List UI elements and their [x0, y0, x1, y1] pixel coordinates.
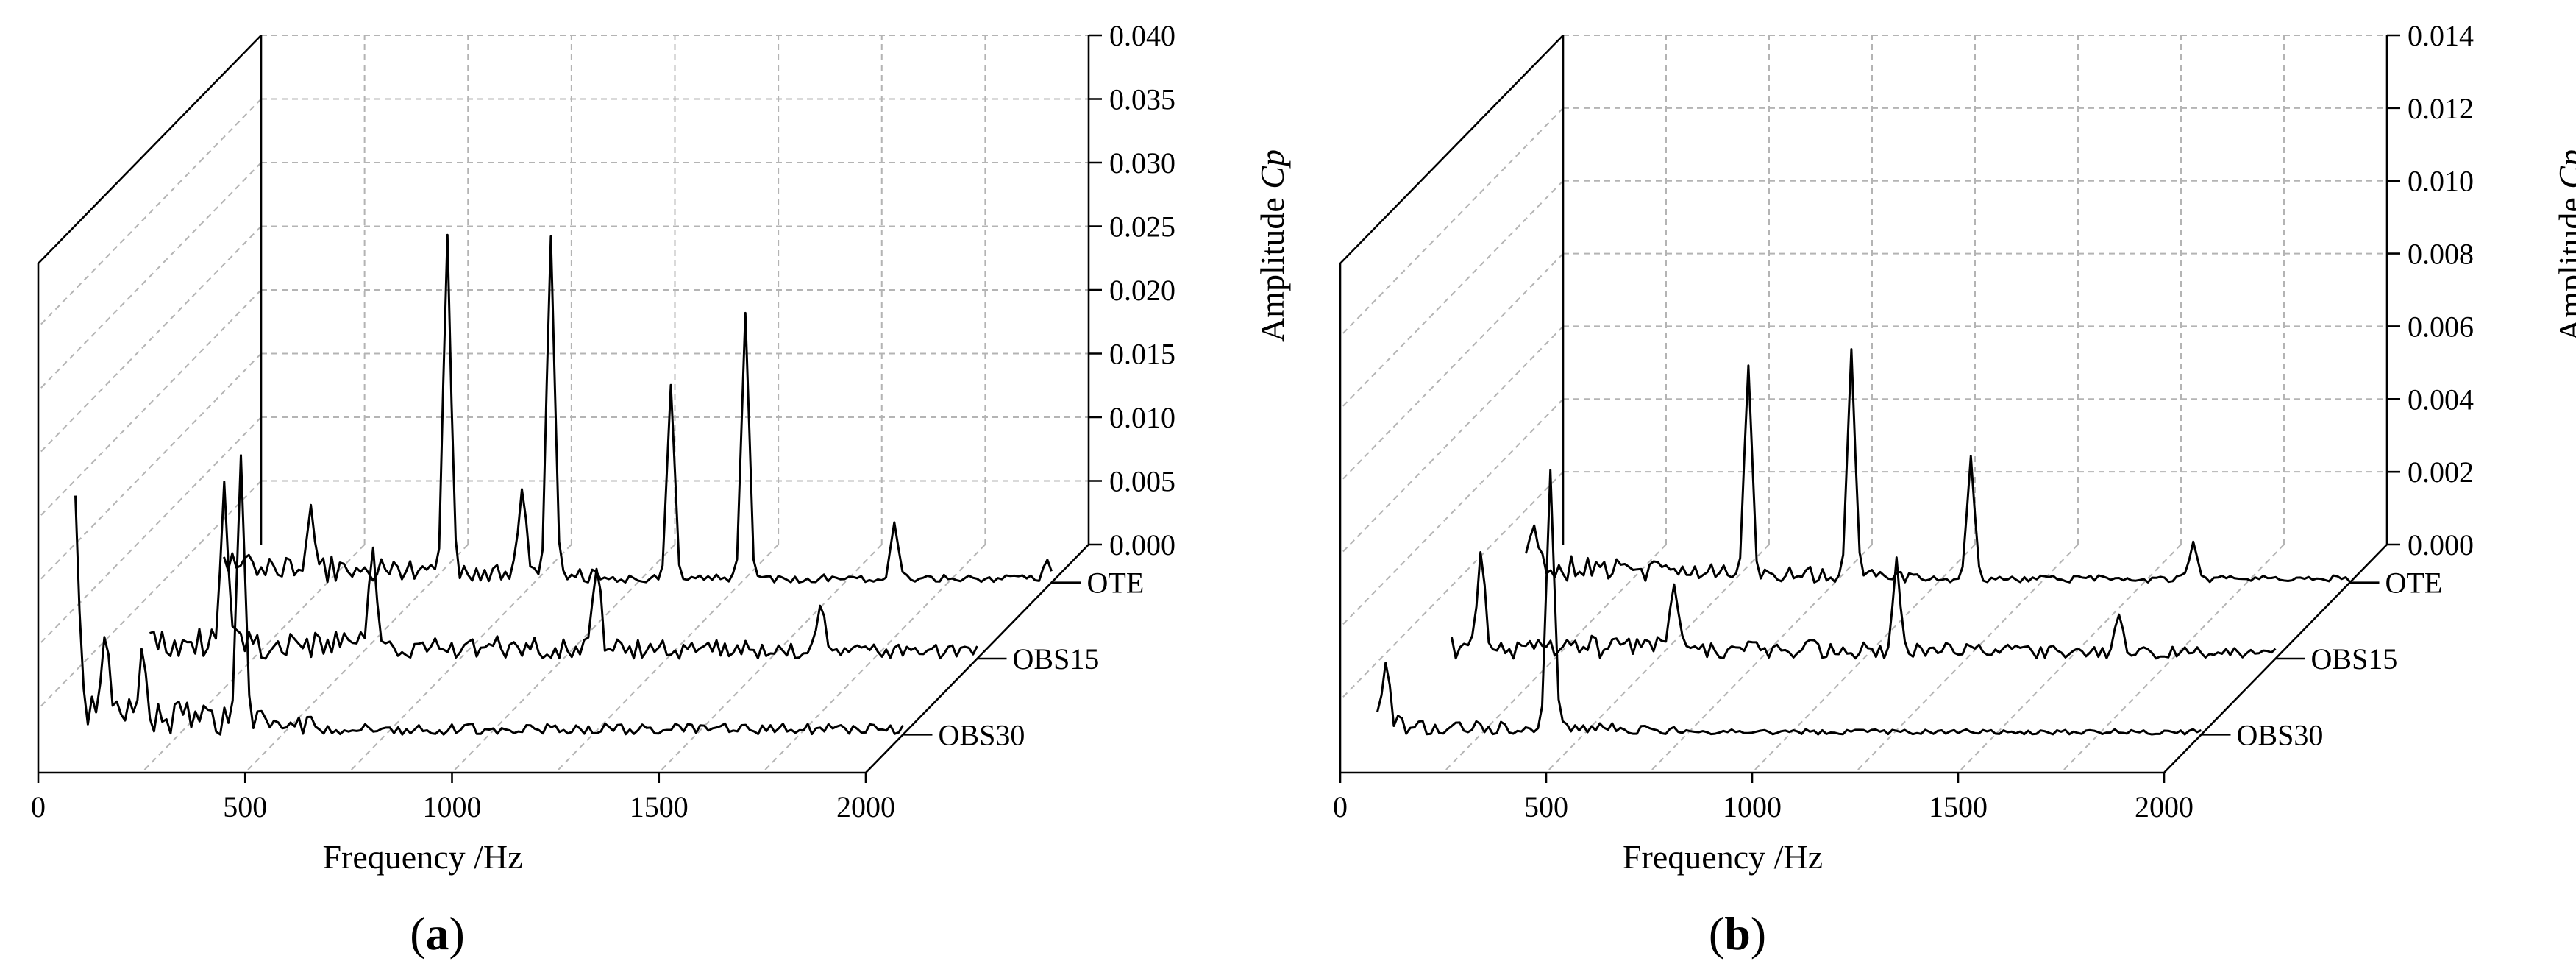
floor-grid	[1854, 544, 2079, 773]
side-wall-grid	[38, 480, 262, 710]
side-wall-top-edge	[1339, 35, 1564, 264]
caption-close-paren: )	[449, 907, 465, 960]
panel-b-chart: 0.000 0.002 0.004 0.006 0.008 0.010 0.012 0.014…	[1333, 19, 2576, 960]
x-axis-title: Frequency /Hz	[322, 838, 522, 876]
floor-grid	[1957, 544, 2182, 773]
floor-grid	[2060, 544, 2285, 773]
caption-close-paren: )	[1751, 907, 1766, 960]
trace-obs30	[74, 454, 904, 736]
y-tick-label: 0.025	[1109, 210, 1175, 244]
caption-open-paren: (	[1709, 907, 1724, 960]
floor-grid	[1751, 544, 1976, 773]
y-tick-label: 0.012	[2408, 92, 2474, 125]
x-tick-label: 2000	[2135, 790, 2193, 823]
y-tick-label: 0.020	[1109, 274, 1175, 307]
x-tick-label: 0	[1333, 790, 1348, 823]
series-label-obs30: OBS30	[939, 718, 1025, 751]
series-label-obs30: OBS30	[2237, 718, 2324, 751]
floor-grid	[555, 544, 779, 773]
x-tick-label: 1500	[630, 790, 689, 823]
y-tick-label: 0.002	[2408, 455, 2474, 489]
x-axis-title: Frequency /Hz	[1623, 838, 1823, 876]
floor-grid	[761, 544, 986, 773]
series-label-obs15: OBS15	[1013, 642, 1100, 676]
side-wall-grid	[1339, 252, 1564, 483]
floor-grid	[658, 544, 883, 773]
y-tick-label: 0.030	[1109, 146, 1175, 180]
side-wall-grid	[38, 225, 262, 455]
trace-obs15	[1451, 551, 2277, 660]
caption-letter: a	[426, 907, 449, 960]
y-axis-title: Amplitude Cp	[1253, 149, 1291, 342]
y-axis-title-symbol: Cp	[1253, 149, 1291, 189]
panel-caption: (b)	[1709, 907, 1766, 960]
x-tick-label: 1000	[1723, 790, 1782, 823]
side-wall-grid	[1339, 471, 1564, 701]
floor-grid	[348, 544, 572, 773]
trace-ote	[1525, 348, 2351, 584]
panel-a-chart: 0.000 0.005 0.010 0.015 0.020 0.025 0.030 0.035…	[31, 19, 1291, 960]
trace-obs15	[149, 481, 978, 660]
side-wall-grid	[38, 352, 262, 583]
y-tick-label: 0.008	[2408, 238, 2474, 271]
y-tick-label: 0.010	[1109, 401, 1175, 434]
side-wall-grid	[1339, 107, 1564, 337]
side-wall-grid	[38, 162, 262, 391]
x-tick-label: 2000	[836, 790, 895, 823]
side-wall-top-edge	[38, 35, 262, 264]
trace-ote	[223, 233, 1053, 584]
series-label-ote: OTE	[2385, 567, 2443, 600]
side-wall-grid	[38, 98, 262, 328]
y-axis-title-text: Amplitude	[2552, 189, 2576, 342]
x-tick-label: 500	[1524, 790, 1568, 823]
side-wall-grid	[1339, 325, 1564, 556]
floor-grid	[1442, 544, 1667, 773]
y-tick-label: 0.014	[2408, 19, 2474, 52]
y-tick-label: 0.015	[1109, 338, 1175, 371]
y-tick-label: 0.005	[1109, 465, 1175, 498]
side-wall-grid	[38, 289, 262, 519]
y-axis-title-text: Amplitude	[1253, 189, 1291, 342]
x-tick-label: 0	[31, 790, 46, 823]
series-label-obs15: OBS15	[2311, 642, 2398, 676]
series-label-ote: OTE	[1087, 567, 1145, 600]
y-tick-label: 0.004	[2408, 383, 2474, 416]
y-tick-label: 0.035	[1109, 83, 1175, 116]
panel-caption: (a)	[410, 907, 465, 960]
y-tick-label: 0.010	[2408, 165, 2474, 198]
caption-letter: b	[1724, 907, 1751, 960]
y-axis-title-symbol: Cp	[2552, 149, 2576, 189]
y-tick-label: 0.000	[1109, 528, 1175, 561]
y-axis-title: Amplitude Cp	[2552, 149, 2576, 342]
side-wall-grid	[38, 416, 262, 646]
floor-grid	[451, 544, 676, 773]
y-tick-label: 0.000	[2408, 528, 2474, 561]
floor-grid	[140, 544, 366, 773]
trace-obs30	[1376, 469, 2202, 736]
y-tick-label: 0.006	[2408, 310, 2474, 343]
x-tick-label: 500	[223, 790, 267, 823]
y-tick-label: 0.040	[1109, 19, 1175, 52]
floor-grid	[1545, 544, 1770, 773]
x-tick-label: 1500	[1929, 790, 1988, 823]
x-tick-label: 1000	[423, 790, 482, 823]
floor-grid	[244, 544, 469, 773]
side-wall-grid	[1339, 398, 1564, 628]
caption-open-paren: (	[410, 907, 425, 960]
side-wall-grid	[1339, 180, 1564, 410]
